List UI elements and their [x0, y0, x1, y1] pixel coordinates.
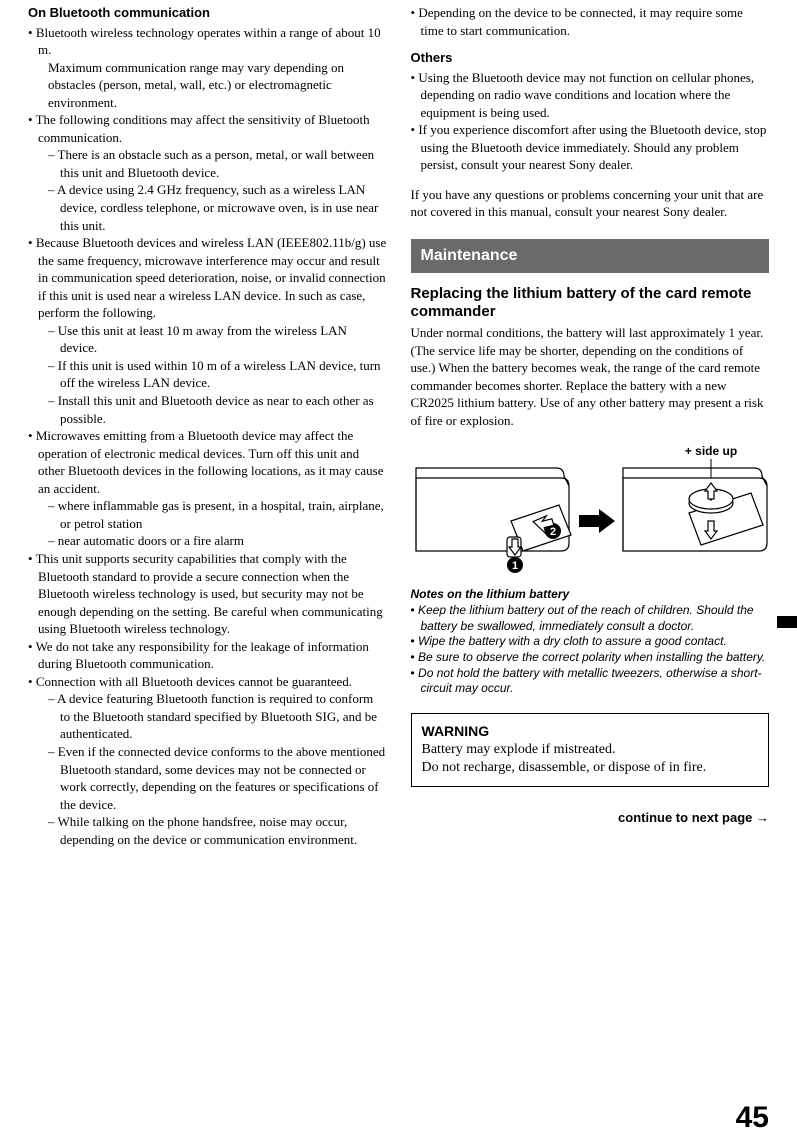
right-column: Depending on the device to be connected,…	[411, 4, 770, 848]
dash-sublist: There is an obstacle such as a person, m…	[48, 146, 387, 234]
battery-diagram-svg: + side up 1	[411, 443, 771, 573]
list-item: Wipe the battery with a dry cloth to ass…	[411, 634, 770, 650]
arrow-right-icon	[579, 509, 615, 533]
list-item: There is an obstacle such as a person, m…	[48, 146, 387, 181]
list-item: If you experience discomfort after using…	[411, 121, 770, 174]
list-item: If this unit is used within 10 m of a wi…	[48, 357, 387, 392]
dash-sublist: A device featuring Bluetooth function is…	[48, 690, 387, 848]
two-column-layout: On Bluetooth communication Bluetooth wir…	[28, 0, 769, 848]
list-item: Because Bluetooth devices and wireless L…	[28, 234, 387, 427]
dash-sublist: where inflammable gas is present, in a h…	[48, 497, 387, 550]
edge-tab-marker	[777, 616, 797, 628]
battery-paragraph: Under normal conditions, the battery wil…	[411, 324, 770, 429]
list-item: While talking on the phone handsfree, no…	[48, 813, 387, 848]
battery-replacement-figure: + side up 1	[411, 443, 770, 578]
list-item: A device using 2.4 GHz frequency, such a…	[48, 181, 387, 234]
page-number: 45	[736, 1098, 769, 1139]
heading-others: Others	[411, 49, 770, 67]
body-text: Bluetooth wireless technology operates w…	[36, 25, 381, 58]
heading-bluetooth-comm: On Bluetooth communication	[28, 4, 387, 22]
section-header-maintenance: Maintenance	[411, 239, 770, 273]
body-text: Microwaves emitting from a Bluetooth dev…	[36, 428, 384, 496]
body-text: The following conditions may affect the …	[36, 112, 370, 145]
list-item: This unit supports security capabilities…	[28, 550, 387, 638]
body-text: Connection with all Bluetooth devices ca…	[36, 674, 352, 689]
list-item: We do not take any responsibility for th…	[28, 638, 387, 673]
list-item: A device featuring Bluetooth function is…	[48, 690, 387, 743]
continue-next-page: continue to next page →	[411, 809, 770, 827]
list-item: Microwaves emitting from a Bluetooth dev…	[28, 427, 387, 550]
subsection-heading-battery: Replacing the lithium battery of the car…	[411, 285, 770, 323]
svg-text:1: 1	[511, 560, 517, 572]
warning-body: Battery may explode if mistreated. Do no…	[422, 741, 759, 779]
body-text: Maximum communication range may vary dep…	[38, 59, 387, 112]
side-up-label: + side up	[684, 444, 736, 458]
others-bullet-list: Using the Bluetooth device may not funct…	[411, 69, 770, 174]
bluetooth-bullet-list-cont: Depending on the device to be connected,…	[411, 4, 770, 39]
list-item: Connection with all Bluetooth devices ca…	[28, 673, 387, 848]
list-item: Depending on the device to be connected,…	[411, 4, 770, 39]
svg-text:2: 2	[549, 526, 555, 538]
list-item: Install this unit and Bluetooth device a…	[48, 392, 387, 427]
dash-sublist: Use this unit at least 10 m away from th…	[48, 322, 387, 427]
closing-paragraph: If you have any questions or problems co…	[411, 186, 770, 221]
list-item: Even if the connected device conforms to…	[48, 743, 387, 813]
lithium-notes-list: Keep the lithium battery out of the reac…	[411, 603, 770, 697]
left-column: On Bluetooth communication Bluetooth wir…	[28, 4, 387, 848]
list-item: The following conditions may affect the …	[28, 111, 387, 234]
list-item: where inflammable gas is present, in a h…	[48, 497, 387, 532]
list-item: Bluetooth wireless technology operates w…	[28, 24, 387, 112]
list-item: Do not hold the battery with metallic tw…	[411, 666, 770, 697]
list-item: Use this unit at least 10 m away from th…	[48, 322, 387, 357]
list-item: Keep the lithium battery out of the reac…	[411, 603, 770, 634]
list-item: near automatic doors or a fire alarm	[48, 532, 387, 550]
notes-heading: Notes on the lithium battery	[411, 586, 770, 602]
bluetooth-bullet-list: Bluetooth wireless technology operates w…	[28, 24, 387, 849]
warning-box: WARNING Battery may explode if mistreate…	[411, 713, 770, 788]
warning-title: WARNING	[422, 722, 759, 741]
list-item: Be sure to observe the correct polarity …	[411, 650, 770, 666]
body-text: Because Bluetooth devices and wireless L…	[36, 235, 386, 320]
list-item: Using the Bluetooth device may not funct…	[411, 69, 770, 122]
